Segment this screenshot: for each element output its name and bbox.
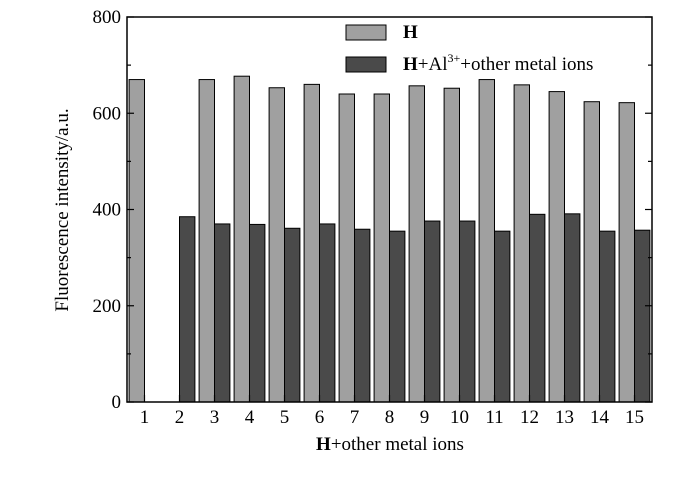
x-tick-label: 3: [210, 407, 220, 428]
x-tick-label: 5: [280, 407, 290, 428]
x-tick-label: 4: [245, 407, 255, 428]
legend-label-h-al-sup: 3+: [448, 51, 461, 65]
bar-h-al: [459, 220, 476, 403]
x-tick-label: 6: [315, 407, 325, 428]
bar-h-al: [179, 216, 196, 403]
y-tick-label: 0: [112, 392, 122, 413]
bar-h: [198, 79, 216, 403]
x-axis-label-rest: +other metal ions: [331, 434, 464, 455]
bars: [128, 75, 651, 403]
y-tick-label: 200: [93, 296, 122, 317]
x-axis: 1 2 3 4 5 6 7 8 9 10 11 12 13 14 15: [140, 395, 644, 428]
bar-h-al: [529, 213, 546, 403]
bar-h: [478, 79, 496, 403]
x-tick-label: 8: [385, 407, 395, 428]
bar-h: [408, 85, 426, 403]
legend-label-h-al-rest: +Al: [418, 54, 448, 75]
y-axis: 0 200 400 600 800: [93, 7, 652, 413]
legend-swatch-h: [345, 24, 387, 41]
bar-h: [513, 84, 530, 403]
x-tick-label: 10: [450, 407, 469, 428]
bar-h: [583, 101, 600, 403]
x-tick-label: 12: [520, 407, 539, 428]
legend-label-h-al-tail: +other metal ions: [460, 54, 593, 75]
bar-h: [303, 83, 321, 403]
bar-h: [618, 102, 635, 403]
legend-swatch-h-al: [345, 56, 387, 73]
y-tick-label: 800: [93, 7, 122, 28]
bar-h-al: [599, 230, 616, 403]
bar-h-al: [634, 229, 651, 403]
bar-h-al: [424, 220, 441, 403]
x-axis-label: H+other metal ions: [316, 434, 464, 455]
bar-h-al: [319, 223, 336, 403]
bar-h-al: [249, 223, 266, 403]
bar-h: [128, 79, 146, 403]
x-tick-label: 7: [350, 407, 360, 428]
x-tick-label: 11: [485, 407, 503, 428]
x-tick-label: 14: [590, 407, 610, 428]
y-axis-label: Fluorescence intensity/a.u.: [52, 108, 73, 311]
bar-h: [268, 87, 286, 403]
legend-label-h-al: H+Al3++other metal ions: [403, 51, 593, 75]
bar-h-al: [494, 230, 511, 403]
y-tick-label: 400: [93, 200, 122, 221]
bar-h: [338, 93, 356, 403]
x-tick-label: 15: [625, 407, 644, 428]
bar-h-al: [389, 230, 406, 403]
bar-h-al: [214, 223, 231, 403]
x-tick-label: 9: [420, 407, 430, 428]
legend-label-h-al-bold: H: [403, 54, 418, 75]
bar-h-al: [284, 227, 301, 403]
x-axis-label-bold: H: [316, 434, 331, 455]
x-tick-label: 13: [555, 407, 574, 428]
bar-h: [373, 93, 391, 403]
bar-h-al: [564, 213, 581, 403]
x-tick-label: 2: [175, 407, 185, 428]
legend-label-h-bold: H: [403, 22, 418, 43]
bar-h: [548, 91, 565, 403]
y-tick-label: 600: [93, 103, 122, 124]
bar-h-al: [354, 228, 371, 403]
bar-h: [443, 87, 461, 403]
bar-h: [233, 75, 251, 403]
legend: H H+Al3++other metal ions: [345, 22, 593, 75]
x-tick-label: 1: [140, 407, 150, 428]
legend-label-h: H: [403, 22, 418, 43]
